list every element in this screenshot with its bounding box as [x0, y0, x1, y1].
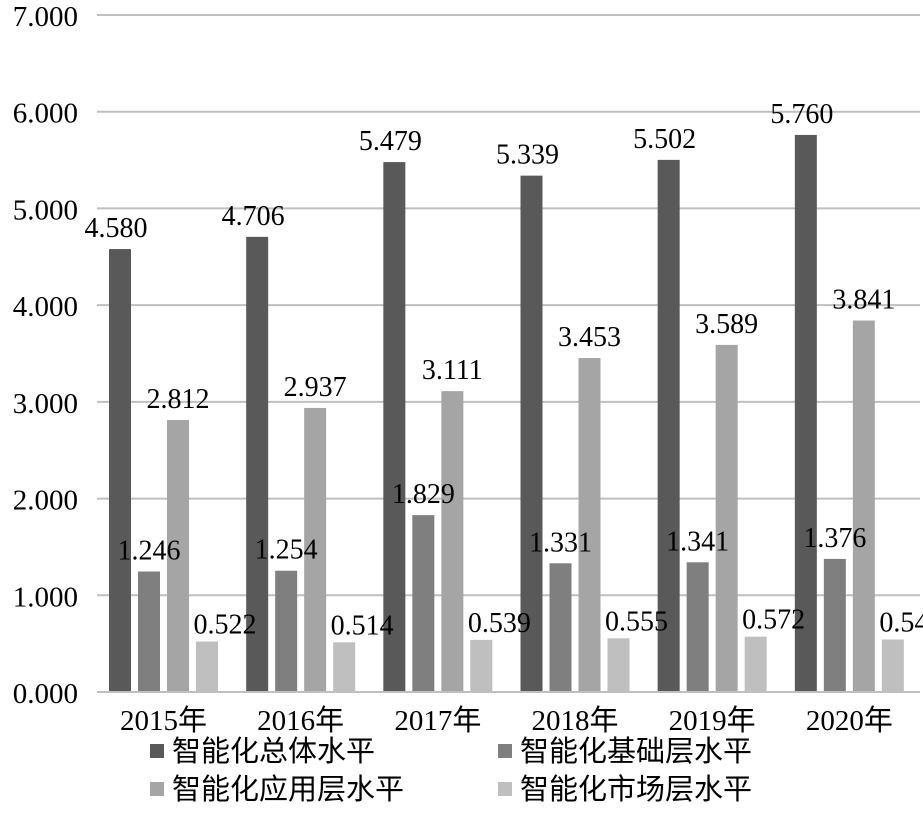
data-label: 1.331 [529, 527, 592, 558]
data-label: 2.812 [147, 384, 210, 415]
legend-label: 智能化市场层水平 [520, 773, 752, 806]
x-tick-label: 2016年 [257, 704, 344, 737]
y-tick-label: 1.000 [13, 581, 78, 613]
data-label: 5.339 [496, 140, 559, 171]
data-label: 3.111 [422, 355, 483, 386]
data-label: 1.829 [392, 479, 455, 510]
bar-1-2019年 [657, 159, 680, 693]
legend-swatch [150, 782, 164, 796]
data-label: 0.514 [331, 610, 394, 641]
bar-2-2016年 [275, 570, 298, 692]
bar-3-2020年 [852, 320, 875, 692]
data-label: 5.502 [633, 124, 696, 155]
y-tick-label: 5.000 [13, 194, 78, 226]
y-tick-label: 4.000 [13, 291, 78, 323]
legend-label: 智能化总体水平 [172, 735, 375, 768]
x-tick-label: 2017年 [394, 704, 481, 737]
x-tick-label: 2019年 [669, 704, 756, 737]
bar-4-2016年 [333, 642, 356, 692]
bar-3-2015年 [167, 420, 189, 692]
legend-label: 智能化基础层水平 [520, 735, 752, 768]
x-tick-label: 2015年 [120, 704, 207, 737]
y-tick-label: 7.000 [13, 1, 78, 33]
data-label: 1.376 [803, 523, 866, 554]
data-label: 0.543 [879, 607, 923, 638]
data-label: 0.555 [605, 606, 668, 637]
bar-4-2020年 [881, 639, 904, 692]
bar-2-2017年 [412, 515, 435, 692]
data-label: 5.760 [770, 99, 833, 130]
data-label: 4.706 [222, 201, 285, 232]
x-tick-label: 2020年 [806, 704, 893, 737]
y-tick-label: 2.000 [13, 485, 78, 517]
bar-2-2015年 [138, 571, 160, 692]
legend-swatch [498, 782, 512, 796]
data-label: 1.246 [118, 535, 181, 566]
bar-1-2018年 [520, 175, 543, 692]
y-tick-label: 3.000 [13, 388, 78, 420]
data-label: 2.937 [284, 372, 347, 403]
bar-3-2019年 [715, 344, 738, 692]
data-label: 0.539 [468, 608, 531, 639]
bar-1-2020年 [794, 134, 817, 692]
bar-4-2017年 [470, 639, 493, 692]
bar-4-2018年 [607, 638, 630, 692]
bar-2-2020年 [823, 558, 846, 692]
bar-1-2016年 [246, 236, 269, 693]
bar-4-2015年 [196, 641, 218, 692]
data-label: 3.453 [558, 322, 621, 353]
y-tick-label: 0.000 [13, 678, 78, 710]
data-label: 4.580 [85, 213, 148, 244]
legend-label: 智能化应用层水平 [172, 773, 404, 806]
data-labels: 4.580 1.246 2.812 0.522 4.706 1.254 2.937 0.514… [85, 99, 923, 641]
data-label: 0.572 [742, 605, 805, 636]
gridlines [97, 14, 920, 597]
data-label: 5.479 [359, 126, 422, 157]
bar-3-2017年 [441, 391, 464, 692]
y-tick-label: 6.000 [13, 98, 78, 130]
bar-1-2015年 [109, 249, 131, 692]
bar-4-2019年 [744, 636, 767, 692]
data-label: 1.254 [255, 535, 318, 566]
bar-3-2016年 [304, 407, 327, 692]
bar-2-2019年 [686, 562, 709, 692]
bars [109, 134, 904, 693]
x-axis: 2015年 2016年 2017年 2018年 2019年 2020年 [97, 691, 920, 737]
data-label: 3.589 [695, 309, 758, 340]
data-label: 3.841 [832, 285, 895, 316]
data-label: 0.522 [194, 610, 257, 641]
x-tick-label: 2018年 [531, 704, 618, 737]
bar-1-2017年 [383, 162, 406, 693]
data-label: 1.341 [666, 526, 729, 557]
bar-3-2018年 [578, 358, 601, 692]
legend-swatch [150, 744, 164, 758]
bar-2-2018年 [549, 563, 572, 692]
legend-swatch [498, 744, 512, 758]
y-axis-tick-labels: 0.000 1.000 2.000 3.000 4.000 5.000 6.000 7.000 [13, 1, 78, 710]
